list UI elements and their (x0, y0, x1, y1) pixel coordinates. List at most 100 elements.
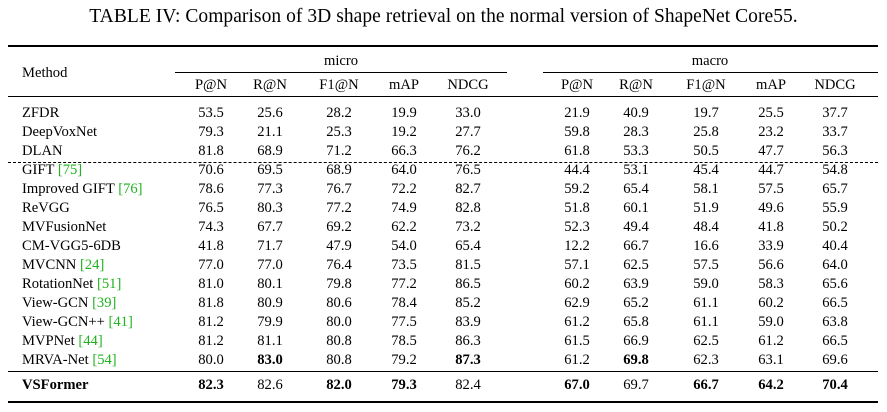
metric-header: F1@N (319, 77, 359, 93)
citation-link[interactable]: [24] (79, 257, 105, 273)
citation-link[interactable]: [44] (78, 333, 103, 349)
method-cell: MVCNN [24] (22, 257, 104, 274)
value-cell: 55.9 (822, 200, 848, 216)
value-cell: 76.7 (326, 181, 352, 197)
value-cell: 66.5 (822, 295, 848, 311)
value-cell: 80.1 (257, 276, 283, 292)
value-cell: 53.5 (198, 105, 224, 121)
method-name: ZFDR (22, 105, 60, 121)
value-cell: 37.7 (822, 105, 848, 121)
value-cell: 76.2 (455, 143, 481, 159)
value-cell: 23.2 (758, 124, 784, 140)
value-cell: 76.5 (455, 162, 481, 178)
value-cell: 49.4 (623, 219, 649, 235)
value-cell: 44.7 (758, 162, 784, 178)
value-cell: 58.1 (693, 181, 719, 197)
value-cell: 81.8 (198, 295, 224, 311)
method-name: View-GCN (22, 295, 93, 311)
value-cell: 68.9 (257, 143, 283, 159)
value-cell: 64.2 (758, 377, 784, 393)
value-cell: 19.7 (693, 105, 719, 121)
method-cell: MRVA-Net [54] (22, 352, 117, 369)
value-cell: 66.5 (822, 333, 848, 349)
micro-group-rule (175, 72, 507, 73)
citation-link[interactable]: [39] (92, 295, 117, 311)
value-cell: 61.8 (564, 143, 590, 159)
table-caption: TABLE IV: Comparison of 3D shape retriev… (89, 6, 798, 27)
value-cell: 65.4 (623, 181, 649, 197)
value-cell: 19.2 (391, 124, 417, 140)
value-cell: 61.1 (693, 295, 719, 311)
value-cell: 81.8 (198, 143, 224, 159)
value-cell: 79.9 (257, 314, 283, 330)
value-cell: 77.0 (257, 257, 283, 273)
value-cell: 33.7 (822, 124, 848, 140)
method-cell: GIFT [75] (22, 162, 82, 179)
value-cell: 76.4 (326, 257, 352, 273)
value-cell: 51.9 (693, 200, 719, 216)
value-cell: 50.2 (822, 219, 848, 235)
metric-header: NDCG (814, 77, 856, 93)
value-cell: 21.1 (257, 124, 283, 140)
value-cell: 61.2 (564, 314, 590, 330)
citation-link[interactable]: [51] (97, 276, 122, 292)
value-cell: 83.9 (455, 314, 481, 330)
value-cell: 64.0 (391, 162, 417, 178)
value-cell: 74.9 (391, 200, 417, 216)
value-cell: 82.8 (455, 200, 481, 216)
method-cell: Improved GIFT [76] (22, 181, 143, 198)
value-cell: 48.4 (693, 219, 719, 235)
citation-link[interactable]: [75] (57, 162, 83, 178)
method-cell: ReVGG (22, 200, 70, 217)
value-cell: 41.8 (198, 238, 224, 254)
method-name: Improved GIFT (22, 181, 119, 197)
value-cell: 50.5 (693, 143, 719, 159)
method-cell: ZFDR (22, 105, 59, 122)
value-cell: 87.3 (455, 352, 481, 368)
value-cell: 59.8 (564, 124, 590, 140)
value-cell: 54.0 (391, 238, 417, 254)
value-cell: 85.2 (455, 295, 481, 311)
top-rule (8, 45, 878, 47)
value-cell: 53.1 (623, 162, 649, 178)
value-cell: 63.1 (758, 352, 784, 368)
value-cell: 79.2 (391, 352, 417, 368)
method-name: DeepVoxNet (22, 124, 98, 140)
value-cell: 59.2 (564, 181, 590, 197)
metric-header: mAP (388, 77, 420, 93)
citation-link[interactable]: [41] (108, 314, 133, 330)
citation-link[interactable]: [54] (92, 352, 117, 368)
method-header: Method (22, 65, 68, 81)
citation-link[interactable]: [76] (118, 181, 143, 197)
value-cell: 59.0 (758, 314, 784, 330)
value-cell: 57.1 (564, 257, 590, 273)
value-cell: 61.5 (564, 333, 590, 349)
value-cell: 82.4 (455, 377, 481, 393)
value-cell: 86.5 (455, 276, 481, 292)
metric-header: R@N (619, 77, 653, 93)
value-cell: 62.2 (391, 219, 417, 235)
method-cell: DeepVoxNet (22, 124, 97, 141)
micro-group-header: micro (323, 53, 359, 69)
method-name: ReVGG (22, 200, 70, 216)
method-name: MVCNN (22, 257, 80, 273)
macro-group-rule (543, 72, 878, 73)
value-cell: 21.9 (564, 105, 590, 121)
value-cell: 73.2 (455, 219, 481, 235)
value-cell: 60.2 (758, 295, 784, 311)
value-cell: 70.6 (198, 162, 224, 178)
value-cell: 56.6 (758, 257, 784, 273)
value-cell: 82.7 (455, 181, 481, 197)
value-cell: 71.7 (257, 238, 283, 254)
value-cell: 81.2 (198, 314, 224, 330)
value-cell: 69.8 (623, 352, 649, 368)
value-cell: 81.0 (198, 276, 224, 292)
value-cell: 82.3 (198, 377, 224, 393)
value-cell: 64.0 (822, 257, 848, 273)
method-name: View-GCN++ (22, 314, 109, 330)
value-cell: 65.7 (822, 181, 848, 197)
dashed-separator (8, 162, 878, 163)
value-cell: 77.5 (391, 314, 417, 330)
value-cell: 70.4 (822, 377, 848, 393)
